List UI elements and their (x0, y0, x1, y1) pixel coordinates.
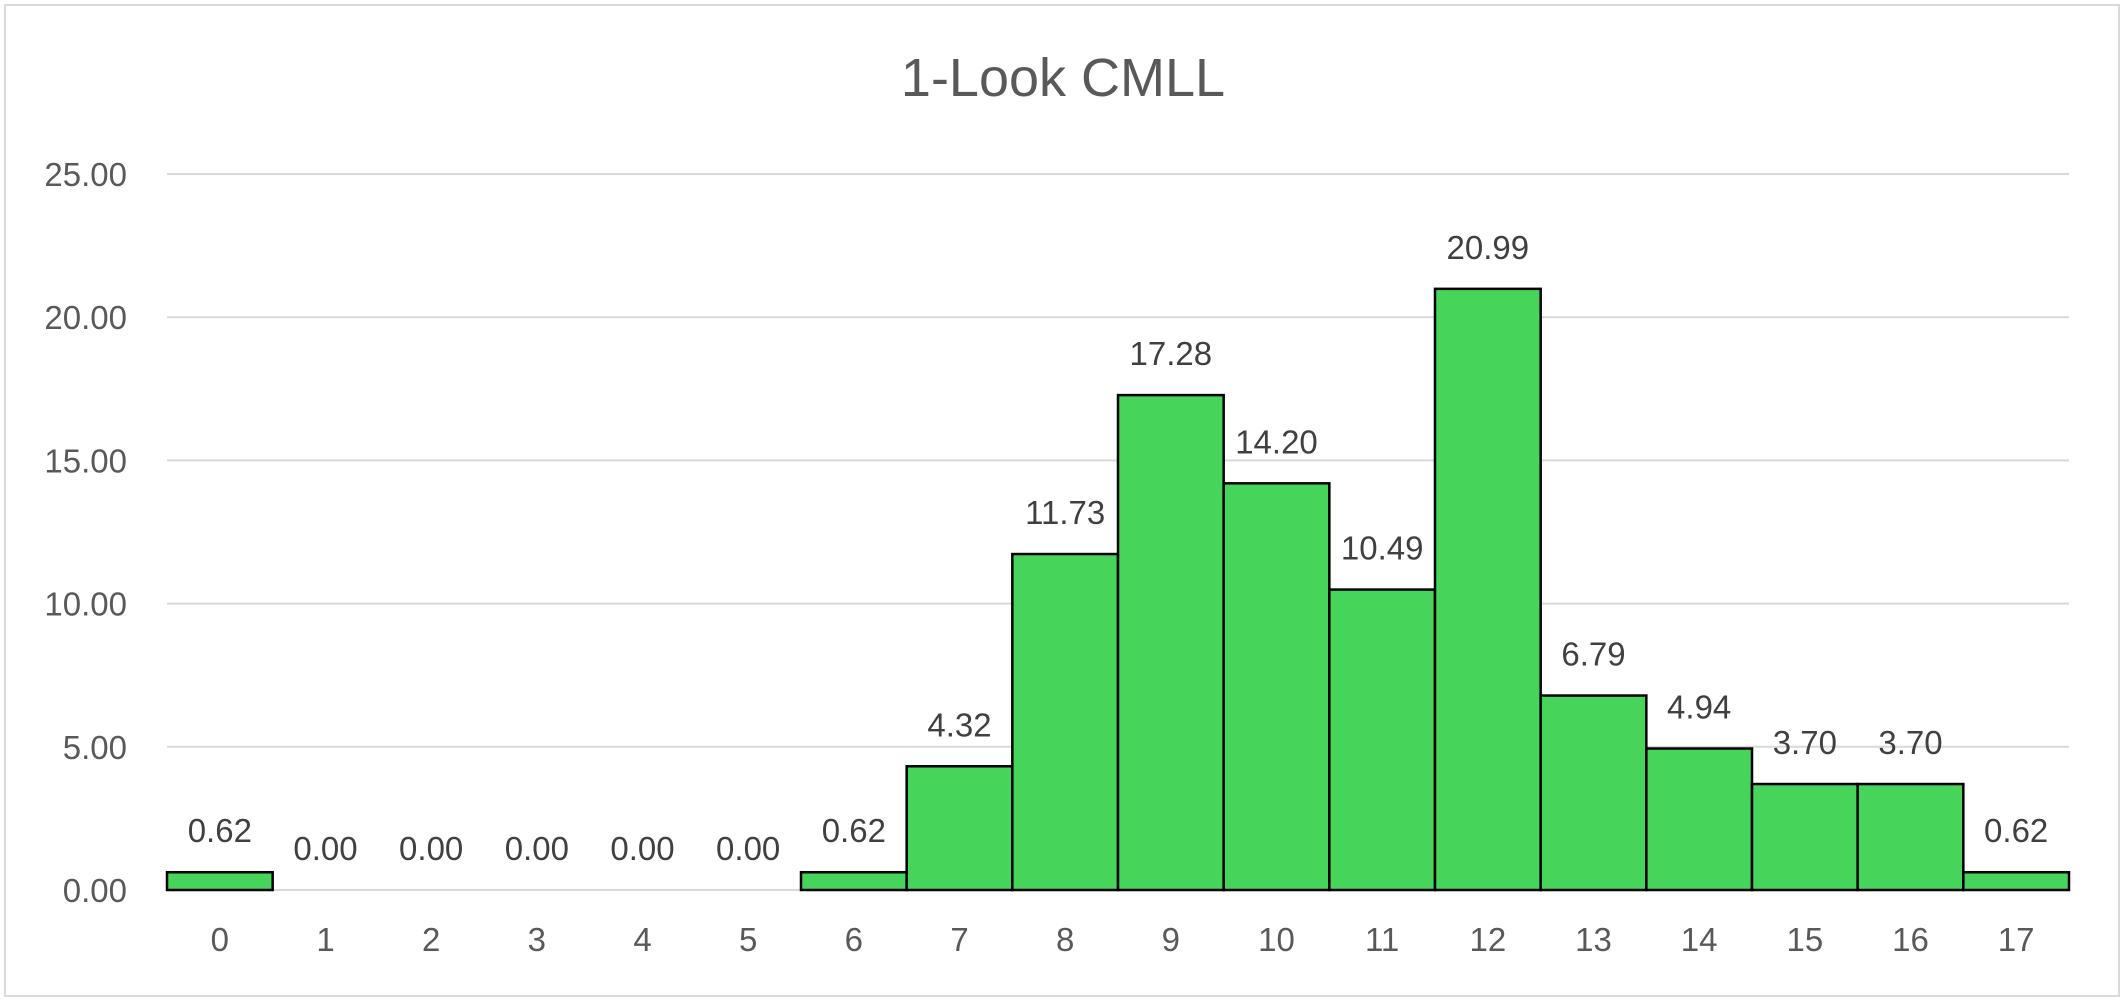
data-label: 0.62 (188, 812, 252, 849)
data-label: 0.00 (505, 830, 569, 867)
x-tick-label: 3 (528, 921, 546, 958)
x-tick-label: 14 (1681, 921, 1718, 958)
y-axis-tick-labels: 0.00 5.00 10.00 15.00 20.00 25.00 (44, 156, 127, 909)
y-tick-label: 5.00 (63, 729, 127, 766)
bar-8 (1011, 552, 1120, 892)
y-tick-label: 0.00 (63, 872, 127, 909)
data-label: 14.20 (1235, 423, 1318, 460)
bar-9 (1116, 393, 1225, 892)
bar-15 (1750, 782, 1859, 892)
x-tick-label: 13 (1575, 921, 1612, 958)
data-label: 3.70 (1878, 724, 1942, 761)
data-labels: 0.62 0.00 0.00 0.00 0.00 0.00 0.62 4.32 11.73 17.… (188, 229, 2049, 867)
y-tick-label: 10.00 (44, 586, 127, 623)
x-tick-label: 7 (950, 921, 968, 958)
bar-10 (1222, 482, 1331, 892)
data-label: 10.49 (1341, 530, 1424, 567)
bars (165, 287, 2071, 892)
y-tick-label: 25.00 (44, 156, 127, 193)
x-tick-label: 12 (1469, 921, 1506, 958)
bar-0 (165, 870, 274, 892)
bar-17 (1962, 870, 2071, 892)
x-tick-label: 17 (1998, 921, 2035, 958)
data-label: 20.99 (1447, 229, 1530, 266)
bar-12 (1433, 287, 1542, 892)
x-tick-label: 5 (739, 921, 757, 958)
data-label: 11.73 (1025, 494, 1105, 531)
x-tick-label: 1 (316, 921, 334, 958)
x-tick-label: 2 (422, 921, 440, 958)
x-tick-label: 11 (1365, 921, 1399, 958)
x-tick-label: 8 (1056, 921, 1074, 958)
x-tick-label: 10 (1258, 921, 1295, 958)
y-tick-label: 15.00 (44, 442, 127, 479)
x-axis-tick-labels: 0 1 2 3 4 5 6 7 8 9 10 11 12 13 14 15 16 17 (211, 921, 2035, 958)
x-tick-label: 0 (211, 921, 229, 958)
x-tick-label: 16 (1892, 921, 1929, 958)
data-label: 0.62 (822, 812, 886, 849)
x-tick-label: 4 (633, 921, 651, 958)
bar-14 (1645, 747, 1754, 892)
chart-title: 1-Look CMLL (901, 48, 1225, 108)
data-label: 4.32 (927, 706, 991, 743)
x-tick-label: 15 (1786, 921, 1823, 958)
bar-6 (799, 870, 908, 892)
bar-7 (905, 765, 1014, 892)
bar-16 (1856, 782, 1965, 892)
data-label: 0.00 (610, 830, 674, 867)
data-label: 0.00 (399, 830, 463, 867)
data-label: 4.94 (1667, 689, 1731, 726)
bar-11 (1328, 588, 1437, 892)
x-tick-label: 9 (1162, 921, 1180, 958)
x-tick-label: 6 (845, 921, 863, 958)
data-label: 0.62 (1984, 812, 2048, 849)
data-label: 0.00 (716, 830, 780, 867)
data-label: 0.00 (293, 830, 357, 867)
y-tick-label: 20.00 (44, 299, 127, 336)
data-label: 6.79 (1561, 636, 1625, 673)
data-label: 17.28 (1130, 335, 1213, 372)
bar-13 (1539, 694, 1648, 892)
data-label: 3.70 (1773, 724, 1837, 761)
